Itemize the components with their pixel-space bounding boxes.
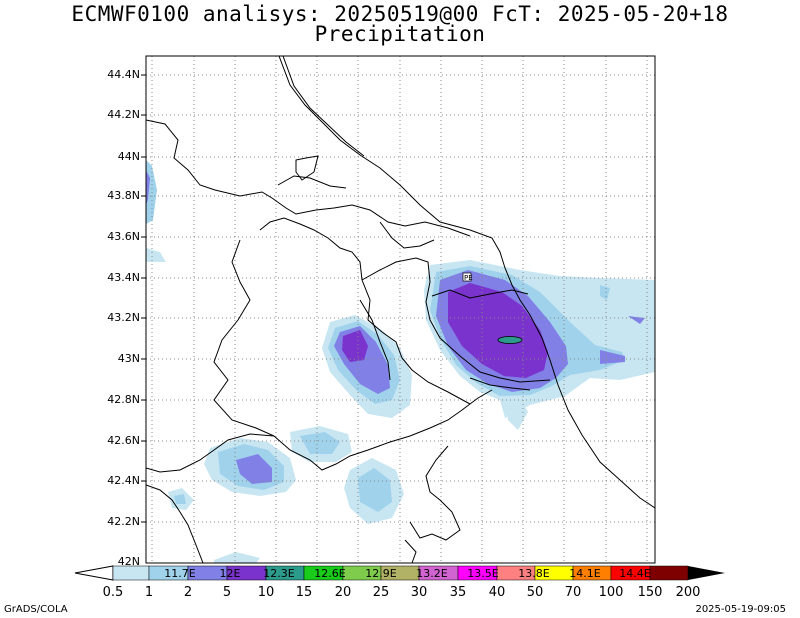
lat-label: 43.8N bbox=[107, 189, 140, 202]
lat-label: 43.6N bbox=[107, 230, 140, 243]
colorbar-label: 25 bbox=[372, 585, 390, 600]
lat-label: 42N bbox=[117, 555, 140, 568]
lat-label: 43.2N bbox=[107, 311, 140, 324]
colorbar-label: 200 bbox=[675, 585, 701, 600]
lat-label: 42.4N bbox=[107, 474, 140, 487]
region-borders bbox=[146, 56, 655, 563]
lat-label: 42.8N bbox=[107, 393, 140, 406]
colorbar-label: 30 bbox=[410, 585, 428, 600]
lon-label: 12.9E bbox=[365, 567, 396, 580]
colorbar-label: 2 bbox=[183, 585, 193, 600]
lat-label: 43.4N bbox=[107, 271, 140, 284]
lat-label: 42.6N bbox=[107, 434, 140, 447]
colorbar-label: 50 bbox=[526, 585, 544, 600]
colorbar-label: 5 bbox=[222, 585, 232, 600]
footer-timestamp: 2025-05-19-09:05 bbox=[695, 604, 786, 615]
plot-frame bbox=[145, 55, 656, 564]
colorbar-label: 0.5 bbox=[102, 585, 124, 600]
precipitation-field bbox=[146, 160, 655, 563]
colorbar-label: 100 bbox=[598, 585, 624, 600]
colorbar-label: 1 bbox=[144, 585, 154, 600]
colorbar-label: 10 bbox=[257, 585, 275, 600]
map-subtitle: Precipitation bbox=[314, 22, 486, 46]
footer-credit: GrADS/COLA bbox=[4, 604, 68, 615]
colorbar-label: 150 bbox=[637, 585, 663, 600]
colorbar-label: 70 bbox=[564, 585, 582, 600]
lat-label: 44.2N bbox=[107, 108, 140, 121]
lat-label: 43N bbox=[117, 352, 140, 365]
colorbar-label: 35 bbox=[449, 585, 467, 600]
station-marker bbox=[462, 272, 472, 282]
colorbar bbox=[74, 565, 725, 581]
lon-label: 13.5E bbox=[467, 567, 498, 580]
lon-label: 14.1E bbox=[569, 567, 600, 580]
colorbar-label: 20 bbox=[334, 585, 352, 600]
lon-label: 13.2E bbox=[416, 567, 447, 580]
lat-label: 44N bbox=[117, 150, 140, 163]
map-title: ECMWF0100 analisys: 20250519@00 FcT: 202… bbox=[71, 2, 729, 26]
station-marker-label: PE bbox=[464, 274, 473, 282]
colorbar-label: 15 bbox=[295, 585, 313, 600]
lon-label: 14.4E bbox=[619, 567, 650, 580]
lon-labels: 11.7E 12E 12.3E 12.6E 12.9E 13.2E 13.5E … bbox=[164, 567, 650, 580]
lat-label: 44.4N bbox=[107, 68, 140, 81]
lon-label: 12.6E bbox=[314, 567, 345, 580]
colorbar-label: 40 bbox=[488, 585, 506, 600]
lon-label: 12E bbox=[220, 567, 241, 580]
lon-label: 11.7E bbox=[164, 567, 195, 580]
lat-label: 42.2N bbox=[107, 515, 140, 528]
lon-label: 13.8E bbox=[518, 567, 549, 580]
lon-label: 12.3E bbox=[263, 567, 294, 580]
lat-lon-grid bbox=[146, 56, 655, 563]
